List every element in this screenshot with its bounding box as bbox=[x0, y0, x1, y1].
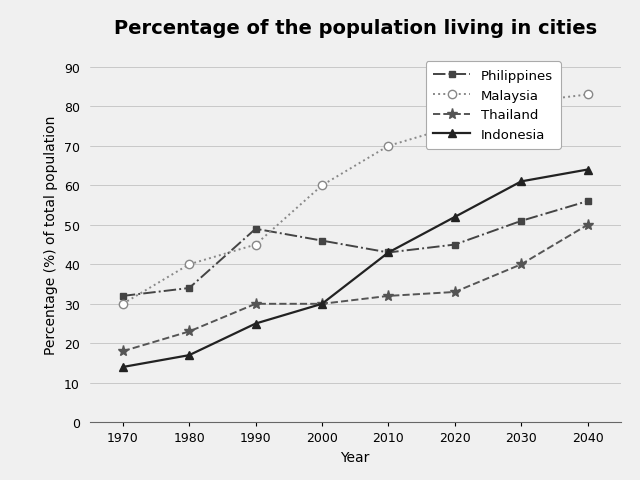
Indonesia bbox=[186, 352, 193, 358]
Philippines bbox=[186, 286, 193, 291]
Indonesia bbox=[584, 168, 591, 173]
Philippines bbox=[451, 242, 459, 248]
Philippines bbox=[385, 250, 392, 256]
Line: Thailand: Thailand bbox=[117, 220, 593, 357]
Indonesia bbox=[119, 364, 127, 370]
Line: Philippines: Philippines bbox=[119, 198, 591, 300]
Y-axis label: Percentage (%) of total population: Percentage (%) of total population bbox=[44, 116, 58, 355]
X-axis label: Year: Year bbox=[340, 450, 370, 464]
Title: Percentage of the population living in cities: Percentage of the population living in c… bbox=[114, 19, 596, 38]
Malaysia bbox=[186, 262, 193, 268]
Malaysia bbox=[517, 100, 525, 106]
Indonesia bbox=[451, 215, 459, 220]
Malaysia bbox=[119, 301, 127, 307]
Malaysia bbox=[318, 183, 326, 189]
Legend: Philippines, Malaysia, Thailand, Indonesia: Philippines, Malaysia, Thailand, Indones… bbox=[426, 62, 561, 149]
Thailand bbox=[186, 329, 193, 335]
Philippines bbox=[119, 293, 127, 299]
Line: Malaysia: Malaysia bbox=[118, 91, 592, 308]
Malaysia bbox=[385, 144, 392, 149]
Malaysia bbox=[584, 93, 591, 98]
Thailand bbox=[584, 222, 591, 228]
Thailand bbox=[517, 262, 525, 268]
Thailand bbox=[318, 301, 326, 307]
Malaysia bbox=[252, 242, 259, 248]
Philippines bbox=[318, 238, 326, 244]
Philippines bbox=[252, 227, 259, 232]
Line: Indonesia: Indonesia bbox=[118, 166, 592, 372]
Indonesia bbox=[517, 179, 525, 185]
Thailand bbox=[119, 348, 127, 354]
Thailand bbox=[385, 293, 392, 299]
Indonesia bbox=[385, 250, 392, 256]
Indonesia bbox=[318, 301, 326, 307]
Malaysia bbox=[451, 124, 459, 130]
Thailand bbox=[451, 289, 459, 295]
Philippines bbox=[584, 199, 591, 204]
Philippines bbox=[517, 218, 525, 224]
Indonesia bbox=[252, 321, 259, 327]
Thailand bbox=[252, 301, 259, 307]
